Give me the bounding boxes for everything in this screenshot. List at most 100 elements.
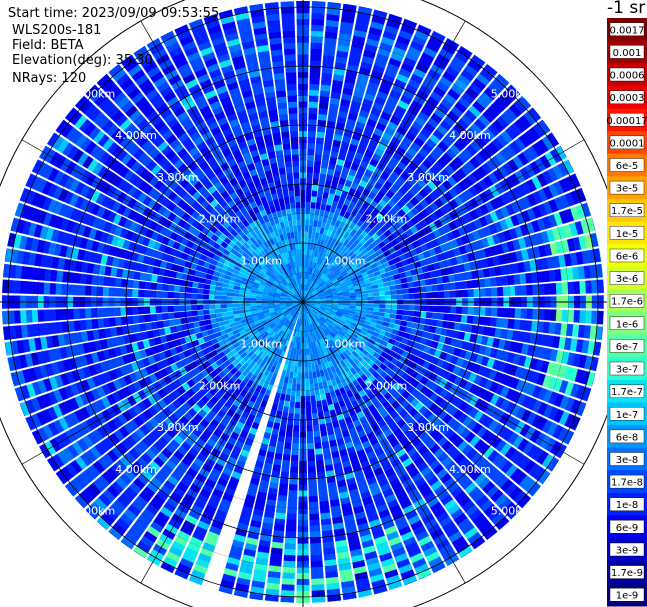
radar-cell — [385, 295, 392, 300]
radar-cell — [443, 283, 451, 291]
radar-cell — [304, 248, 308, 256]
radar-cell — [318, 489, 328, 497]
radar-cell — [396, 289, 404, 295]
radar-cell — [495, 317, 504, 328]
radar-cell — [182, 591, 198, 603]
radar-cell — [407, 281, 415, 288]
radar-cell — [309, 89, 319, 97]
radar-cell — [284, 436, 293, 444]
radar-cell — [313, 214, 319, 221]
radar-cell — [455, 289, 463, 298]
radar-cell — [226, 311, 234, 316]
radar-cell — [304, 225, 309, 232]
radar-cell — [313, 377, 318, 385]
radar-cell — [310, 395, 316, 403]
radar-cell — [480, 39, 497, 54]
radar-cell — [508, 286, 516, 296]
radar-cell — [155, 306, 163, 314]
radar-cell — [278, 483, 289, 491]
radar-cell — [460, 280, 468, 290]
radar-cell — [286, 519, 297, 527]
radar-cell — [425, 589, 442, 602]
radar-cell — [202, 304, 210, 310]
radar-cell — [309, 531, 321, 539]
radar-cell — [309, 377, 314, 385]
radar-cell — [289, 401, 295, 409]
radar-cell — [466, 315, 474, 324]
radar-cell — [293, 366, 298, 373]
radar-cell — [208, 294, 215, 300]
radar-cell — [295, 395, 301, 403]
radar-cell — [312, 225, 317, 233]
radar-cell — [291, 448, 299, 456]
radar-cell — [232, 310, 240, 315]
radar-cell — [78, 285, 86, 296]
radar-cell — [530, 505, 545, 521]
radar-cell — [597, 374, 604, 390]
radar-cell — [220, 304, 227, 309]
radar-cell — [308, 366, 313, 373]
radar-cell — [491, 307, 498, 317]
radar-cell — [288, 407, 295, 414]
radar-cell — [408, 1, 424, 13]
radar-cell — [304, 254, 307, 262]
radar-cell — [290, 395, 296, 403]
radar-cell — [123, 560, 139, 574]
radar-cell — [304, 366, 309, 374]
radar-cell — [202, 309, 210, 315]
radar-cell — [546, 476, 561, 492]
radar-cell — [294, 413, 300, 421]
radar-cell — [137, 289, 145, 298]
radar-cell — [84, 308, 92, 319]
radar-cell — [490, 535, 506, 550]
radar-cell — [13, 310, 21, 324]
radar-cell — [315, 142, 324, 151]
radar-cell — [518, 71, 534, 87]
radar-cell — [313, 219, 318, 227]
radar-cell — [72, 308, 80, 320]
radar-cell — [307, 354, 311, 362]
radar-cell — [506, 60, 522, 75]
radar-cell — [143, 306, 151, 315]
radar-cell — [220, 312, 228, 317]
radar-cell — [114, 287, 121, 297]
radar-cell — [173, 292, 180, 299]
radar-cell — [311, 584, 325, 592]
radar-cell — [402, 293, 410, 300]
radar-cell — [2, 374, 9, 390]
radar-cell — [119, 288, 127, 297]
radar-cell — [309, 513, 320, 521]
radar-cell — [520, 285, 528, 296]
radar-cell — [425, 2, 442, 15]
radar-cell — [414, 293, 422, 299]
radar-cell — [119, 307, 127, 316]
radar-cell — [317, 113, 328, 121]
radar-cell — [307, 442, 315, 450]
radar-cell — [316, 196, 323, 204]
radar-cell — [580, 420, 592, 436]
radar-cell — [214, 295, 221, 300]
radar-cell — [317, 190, 324, 198]
radar-cell — [355, 306, 363, 310]
radar-cell — [68, 522, 83, 537]
radar-cell — [282, 453, 291, 462]
radar-cell — [2, 391, 9, 408]
radar-cell — [437, 312, 445, 321]
radar-cell — [420, 305, 428, 312]
radar-cell — [281, 584, 295, 592]
radar-cell — [197, 315, 205, 322]
radar-cell — [8, 405, 20, 421]
radar-cell — [514, 308, 522, 319]
radar-cell — [143, 314, 152, 323]
radar-cell — [40, 479, 55, 496]
radar-cell — [284, 442, 292, 450]
radar-cell — [125, 288, 133, 298]
radar-cell — [309, 219, 314, 227]
radar-cell — [31, 309, 39, 323]
radar-cell — [436, 20, 452, 32]
radar-cell — [294, 401, 301, 409]
radar-cell — [305, 378, 310, 385]
radar-cell — [19, 280, 27, 294]
radar-cell — [518, 517, 534, 533]
radar-cell — [310, 201, 316, 209]
